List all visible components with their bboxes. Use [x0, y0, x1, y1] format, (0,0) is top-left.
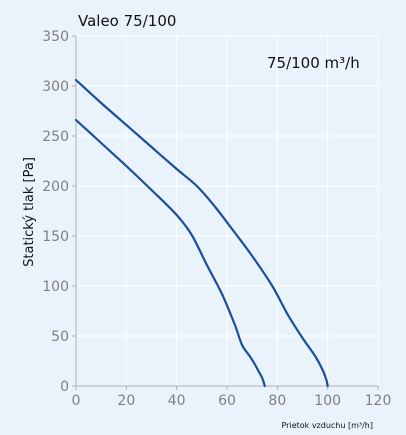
- x-tick-label: 120: [365, 393, 392, 409]
- series-lines: [74, 78, 329, 388]
- series-line-2: [74, 78, 329, 388]
- tick-labels: 0 20 40 60 80 100 120 0 50 100 150 200 250 300 350: [42, 29, 391, 409]
- y-tick-label: 200: [42, 179, 69, 195]
- x-tick-label: 0: [72, 393, 81, 409]
- x-tick-label: 20: [117, 393, 135, 409]
- y-tick-label: 50: [51, 329, 69, 345]
- x-tick-label: 80: [268, 393, 286, 409]
- chart-annotation: 75/100 m³/h: [267, 54, 360, 72]
- x-tick-label: 60: [218, 393, 236, 409]
- x-tick-label: 40: [168, 393, 186, 409]
- series-line-1: [74, 118, 266, 388]
- x-axis-label: Prietok vzduchu [m³/h]: [282, 421, 374, 430]
- y-tick-label: 300: [42, 79, 69, 95]
- x-tick-label: 100: [314, 393, 341, 409]
- y-tick-label: 350: [42, 29, 69, 45]
- grid: [75, 35, 379, 387]
- y-tick-label: 100: [42, 279, 69, 295]
- y-axis-label: Statický tlak [Pa]: [22, 157, 37, 267]
- y-tick-label: 150: [42, 229, 69, 245]
- chart-title: Valeo 75/100: [78, 12, 176, 30]
- y-tick-label: 250: [42, 129, 69, 145]
- y-tick-label: 0: [60, 379, 69, 395]
- axes: [72, 35, 379, 390]
